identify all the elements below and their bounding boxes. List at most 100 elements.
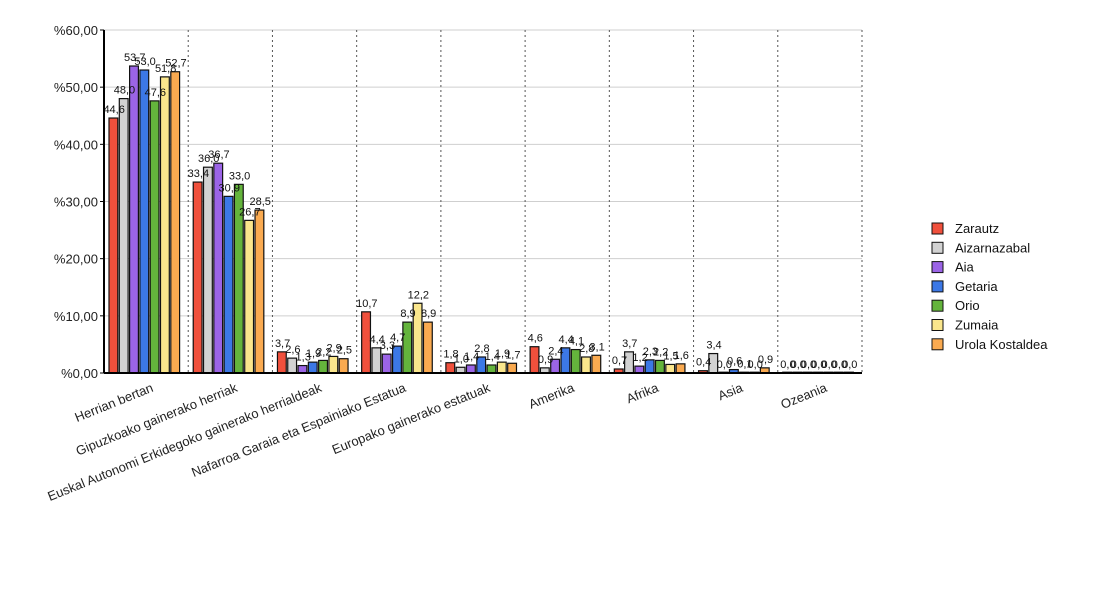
- data-label: 8,9: [400, 308, 415, 320]
- data-label: 2,9: [326, 342, 341, 354]
- legend-label: Zumaia: [955, 318, 999, 333]
- data-label: 0,0: [748, 359, 763, 371]
- bar: [328, 355, 339, 374]
- y-tick-label: %20,00: [54, 252, 98, 267]
- legend-swatch: [931, 280, 944, 293]
- data-label: 2,8: [579, 343, 594, 355]
- legend-swatch: [931, 222, 944, 235]
- data-label: 36,0: [198, 153, 219, 165]
- data-label: 2,2: [653, 346, 668, 358]
- data-label: 2,4: [548, 345, 563, 357]
- bar: [496, 361, 507, 374]
- bar: [381, 353, 392, 374]
- y-tick-label: %30,00: [54, 195, 98, 210]
- bar: [149, 100, 160, 374]
- data-label: 1,2: [632, 352, 647, 364]
- bar: [507, 362, 518, 374]
- bar: [170, 71, 181, 374]
- y-tick-label: %60,00: [54, 23, 98, 38]
- bar: [665, 363, 676, 374]
- data-label: 3,4: [706, 340, 721, 352]
- data-label: 3,3: [380, 340, 395, 352]
- data-labels: 44,6 33,4 3,7 10,7 1,8 4,6 0,7 0,4 0,0 48,0 36,0 2,…: [103, 52, 857, 371]
- data-label: 0,0: [801, 359, 816, 371]
- bar: [118, 97, 129, 374]
- x-category-label: Amerika: [527, 380, 578, 412]
- y-tick-label: %0,00: [61, 366, 98, 381]
- data-label: 0,0: [842, 359, 857, 371]
- data-label: 0,9: [538, 354, 553, 366]
- data-label: 4,7: [390, 332, 405, 344]
- legend-item: Aia: [931, 260, 975, 275]
- data-label: 1,3: [296, 352, 311, 364]
- bar: [422, 321, 433, 374]
- bar: [675, 363, 686, 374]
- legend-label: Orio: [955, 298, 980, 313]
- data-label: 4,1: [569, 336, 584, 348]
- legend-item: Zarautz: [931, 221, 999, 236]
- bar: [202, 166, 213, 374]
- y-axis-ticks: %0,00 %10,00 %20,00 %30,00 %40,00 %50,00 %60,0…: [54, 23, 104, 381]
- data-label: 2,8: [474, 343, 489, 355]
- data-label: 0,9: [758, 354, 773, 366]
- legend-swatch: [931, 319, 944, 331]
- bar: [129, 65, 140, 374]
- bar: [254, 209, 265, 374]
- data-label: 51,8: [155, 63, 176, 75]
- data-label: 4,4: [369, 334, 384, 346]
- legend-label: Zarautz: [955, 221, 999, 236]
- legend-item: Aizarnazabal: [931, 240, 1030, 255]
- legend-swatch: [931, 338, 944, 351]
- legend-item: Orio: [931, 298, 980, 313]
- data-label: 0,0: [811, 359, 826, 371]
- data-label: 0,1: [737, 358, 752, 370]
- legend-label: Aizarnazabal: [955, 240, 1030, 255]
- data-label: 1,0: [454, 353, 469, 365]
- legend-swatch: [931, 261, 944, 274]
- data-label: 0,0: [780, 359, 795, 371]
- data-label: 2,5: [337, 345, 352, 357]
- legend-swatch: [931, 241, 944, 254]
- legend-label: Aia: [955, 260, 975, 275]
- bar: [244, 219, 255, 374]
- data-label: 0,0: [821, 359, 836, 371]
- data-label: 1,9: [495, 348, 510, 360]
- data-label: 2,6: [285, 344, 300, 356]
- bar: [402, 321, 413, 374]
- data-label: 44,6: [103, 104, 124, 116]
- data-label: 28,5: [249, 196, 270, 208]
- data-label: 3,7: [622, 338, 637, 350]
- axes: [103, 30, 862, 374]
- data-label: 2,2: [316, 346, 331, 358]
- data-label: 0,7: [612, 355, 627, 367]
- data-label: 53,7: [124, 52, 145, 64]
- x-category-label: Asia: [716, 380, 746, 404]
- legend-item: Urola Kostaldea: [931, 337, 1048, 352]
- bar: [213, 162, 224, 374]
- x-category-label: Afrika: [624, 380, 661, 407]
- legend-item: Zumaia: [931, 318, 999, 333]
- data-label: 1,4: [464, 351, 479, 363]
- legend-swatch: [931, 299, 944, 312]
- legend: Zarautz Aizarnazabal Aia Getaria Orio Zumaia U…: [931, 221, 1048, 352]
- data-label: 1,8: [443, 349, 458, 361]
- y-tick-label: %40,00: [54, 137, 98, 152]
- y-tick-label: %50,00: [54, 80, 98, 95]
- bar: [318, 359, 329, 374]
- bar: [159, 76, 170, 374]
- data-label: 1,6: [674, 350, 689, 362]
- bar: [297, 364, 308, 374]
- y-tick-label: %10,00: [54, 309, 98, 324]
- data-label: 0,0: [717, 359, 732, 371]
- data-label: 12,2: [408, 289, 429, 301]
- data-label: 0,4: [696, 357, 711, 369]
- data-label: 0,6: [727, 356, 742, 368]
- data-label: 3,1: [589, 341, 604, 353]
- data-label: 48,0: [114, 85, 135, 97]
- bar: [139, 69, 150, 374]
- data-label: 1,4: [485, 351, 500, 363]
- data-label: 10,7: [356, 298, 377, 310]
- data-label: 4,4: [559, 334, 574, 346]
- data-label: 2,3: [643, 346, 658, 358]
